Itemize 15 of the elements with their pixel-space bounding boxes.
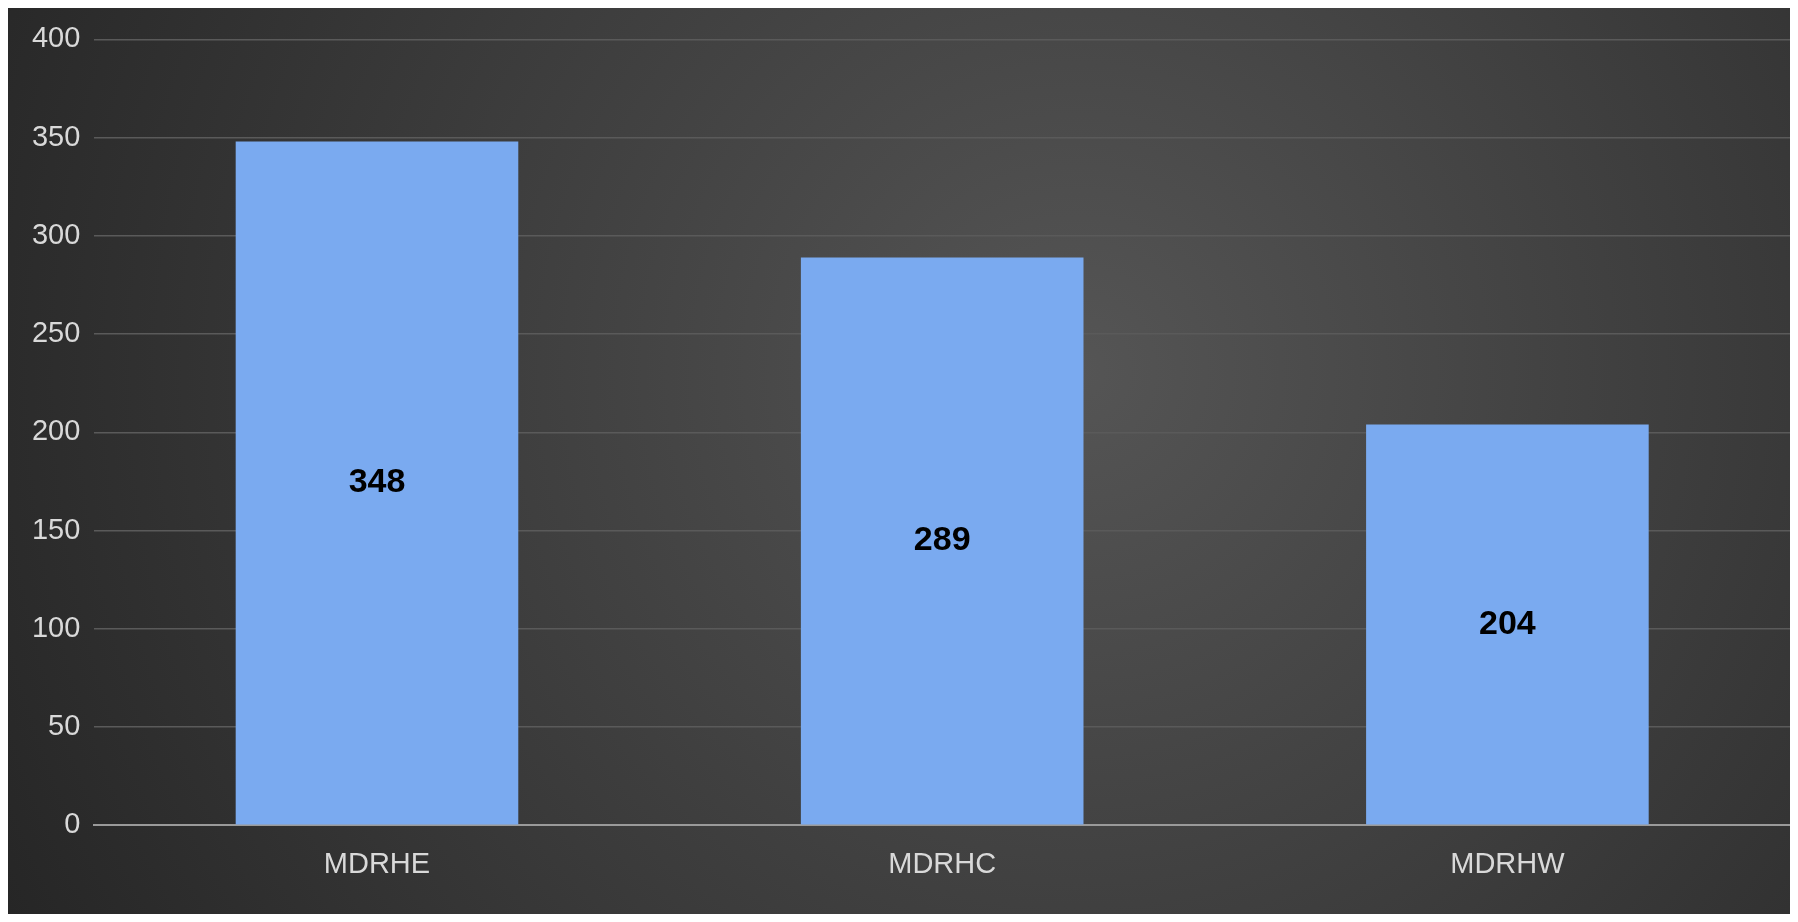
y-tick-label: 100: [31, 610, 81, 643]
x-tick-label: MDRHC: [888, 846, 997, 879]
y-tick-label: 250: [31, 316, 81, 349]
data-label: 348: [348, 461, 406, 500]
x-tick-label: MDRHE: [323, 846, 431, 879]
x-tick-label: MDRHW: [1450, 846, 1566, 879]
y-tick-label: 150: [31, 512, 81, 545]
data-label: 204: [1479, 602, 1536, 641]
data-label: 289: [913, 519, 971, 558]
y-tick-label: 400: [31, 21, 81, 54]
y-tick-label: 300: [31, 217, 81, 250]
y-tick-label: 350: [31, 119, 81, 152]
y-tick-label: 200: [31, 414, 81, 447]
y-tick-label: 0: [64, 807, 81, 840]
y-tick-label: 50: [48, 708, 81, 741]
